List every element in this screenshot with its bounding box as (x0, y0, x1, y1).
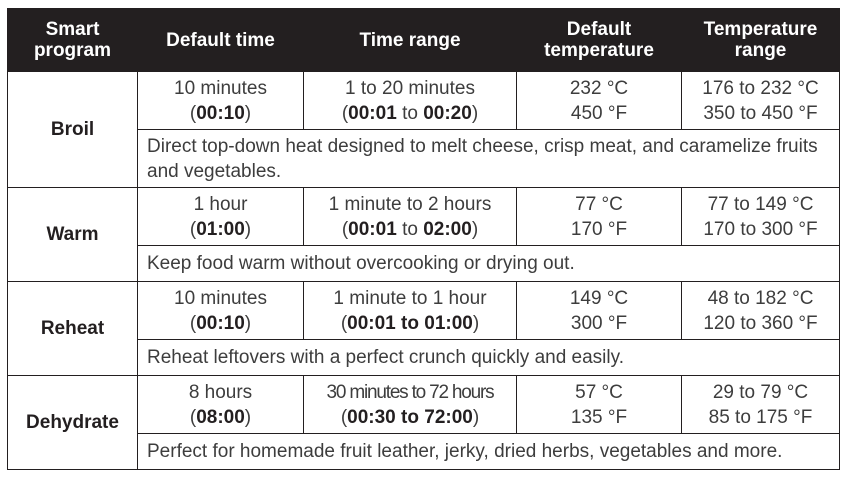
header-text: range (734, 40, 787, 61)
time-range-to: 01:00 (424, 312, 473, 334)
default-time-code: 00:10 (196, 312, 245, 334)
temperature-range-cell: 48 to 182 °C 120 to 360 °F (681, 281, 840, 340)
time-range-from: 00:01 (348, 102, 397, 124)
temperature-range-cell: 77 to 149 °C 170 to 300 °F (681, 187, 840, 246)
temperature-range-cell: 29 to 79 °C 85 to 175 °F (681, 375, 840, 434)
header-time-range: Time range (303, 8, 517, 72)
time-range-from: 00:01 (347, 312, 396, 334)
time-range-cell: 30 minutes to 72 hours (00:30 to 72:00) (303, 375, 517, 434)
header-text: Time range (359, 29, 461, 51)
program-name: Reheat (7, 281, 138, 376)
default-temperature-cell: 232 °C 450 °F (516, 71, 682, 130)
smart-programs-table: Smart program Default time Time range Def… (7, 8, 840, 470)
time-range-text: 1 minute to 2 hours (328, 193, 492, 215)
default-time-cell: 8 hours (08:00) (137, 375, 304, 434)
time-range-cell: 1 minute to 1 hour (00:01 to 01:00) (303, 281, 517, 340)
time-range-sep: to (401, 406, 419, 428)
time-range-to: 00:20 (423, 102, 472, 124)
default-time-text: 10 minutes (174, 77, 267, 99)
temp-range-c: 77 to 149 °C (707, 193, 814, 215)
header-text: program (33, 40, 112, 61)
temp-range-f: 85 to 175 °F (708, 406, 813, 428)
default-time-code: 01:00 (196, 218, 245, 240)
description-row: Perfect for homemade fruit leather, jerk… (8, 433, 840, 470)
default-temperature-cell: 77 °C 170 °F (516, 187, 682, 246)
default-temperature-cell: 57 °C 135 °F (516, 375, 682, 434)
time-range-sep: to (402, 102, 418, 124)
default-temp-f: 450 °F (570, 102, 628, 124)
header-default-temperature: Default temperature (516, 8, 682, 72)
temp-range-c: 176 to 232 °C (702, 77, 819, 99)
program-description: Direct top-down heat designed to melt ch… (137, 129, 840, 188)
temperature-range-cell: 176 to 232 °C 350 to 450 °F (681, 71, 840, 130)
temp-range-c: 29 to 79 °C (712, 381, 809, 403)
time-range-sep: to (402, 218, 418, 240)
time-range-from: 00:01 (348, 218, 397, 240)
default-time-cell: 1 hour (01:00) (137, 187, 304, 246)
table-row: Reheat 10 minutes (00:10) 1 minute to 1 h… (7, 281, 840, 376)
header-text: temperature (544, 40, 654, 61)
program-name: Dehydrate (7, 375, 138, 470)
time-range-to: 72:00 (424, 406, 473, 428)
program-description: Reheat leftovers with a perfect crunch q… (137, 339, 840, 376)
program-description: Keep food warm without overcooking or dr… (137, 245, 840, 282)
default-temperature-cell: 149 °C 300 °F (516, 281, 682, 340)
time-range-cell: 1 to 20 minutes (00:01 to 00:20) (303, 71, 517, 130)
temp-range-c: 48 to 182 °C (707, 287, 814, 309)
header-temperature-range: Temperature range (681, 8, 840, 72)
default-temp-c: 77 °C (575, 193, 623, 215)
default-time-code: 08:00 (196, 406, 245, 428)
default-temp-f: 135 °F (570, 406, 628, 428)
default-time-text: 8 hours (188, 381, 253, 403)
default-time-text: 1 hour (193, 193, 248, 215)
description-row: Direct top-down heat designed to melt ch… (8, 129, 840, 188)
header-text: Default (566, 19, 632, 40)
default-time-text: 10 minutes (174, 287, 267, 309)
time-range-text: 30 minutes to 72 hours (326, 381, 495, 403)
temp-range-f: 170 to 300 °F (703, 218, 818, 240)
time-range-to: 02:00 (423, 218, 472, 240)
description-row: Reheat leftovers with a perfect crunch q… (8, 339, 840, 376)
default-time-code: 00:10 (196, 102, 245, 124)
temp-range-f: 350 to 450 °F (703, 102, 818, 124)
time-range-text: 1 to 20 minutes (345, 77, 475, 99)
program-description: Perfect for homemade fruit leather, jerk… (137, 433, 840, 470)
default-temp-c: 232 °C (569, 77, 629, 99)
default-time-cell: 10 minutes (00:10) (137, 71, 304, 130)
table-row: Warm 1 hour (01:00) 1 minute to 2 hours (0… (7, 187, 840, 282)
time-range-sep: to (401, 312, 419, 334)
time-range-from: 00:30 (347, 406, 396, 428)
default-temp-c: 57 °C (575, 381, 623, 403)
header-text: Default time (166, 29, 275, 51)
default-temp-f: 300 °F (570, 312, 628, 334)
default-time-cell: 10 minutes (00:10) (137, 281, 304, 340)
default-temp-c: 149 °C (569, 287, 629, 309)
temp-range-f: 120 to 360 °F (703, 312, 818, 334)
table-row: Dehydrate 8 hours (08:00) 30 minutes to 7… (7, 375, 840, 470)
table-row: Broil 10 minutes (00:10) 1 to 20 minutes(… (7, 71, 840, 188)
program-name: Warm (7, 187, 138, 282)
program-name: Broil (7, 71, 138, 188)
time-range-cell: 1 minute to 2 hours (00:01 to 02:00) (303, 187, 517, 246)
header-default-time: Default time (137, 8, 304, 72)
header-text: Temperature (703, 19, 818, 40)
description-row: Keep food warm without overcooking or dr… (8, 245, 840, 282)
header-text: Smart (45, 19, 100, 40)
header-smart-program: Smart program (7, 8, 138, 72)
header-row: Smart program Default time Time range Def… (7, 8, 840, 72)
default-temp-f: 170 °F (570, 218, 628, 240)
time-range-text: 1 minute to 1 hour (333, 287, 487, 309)
